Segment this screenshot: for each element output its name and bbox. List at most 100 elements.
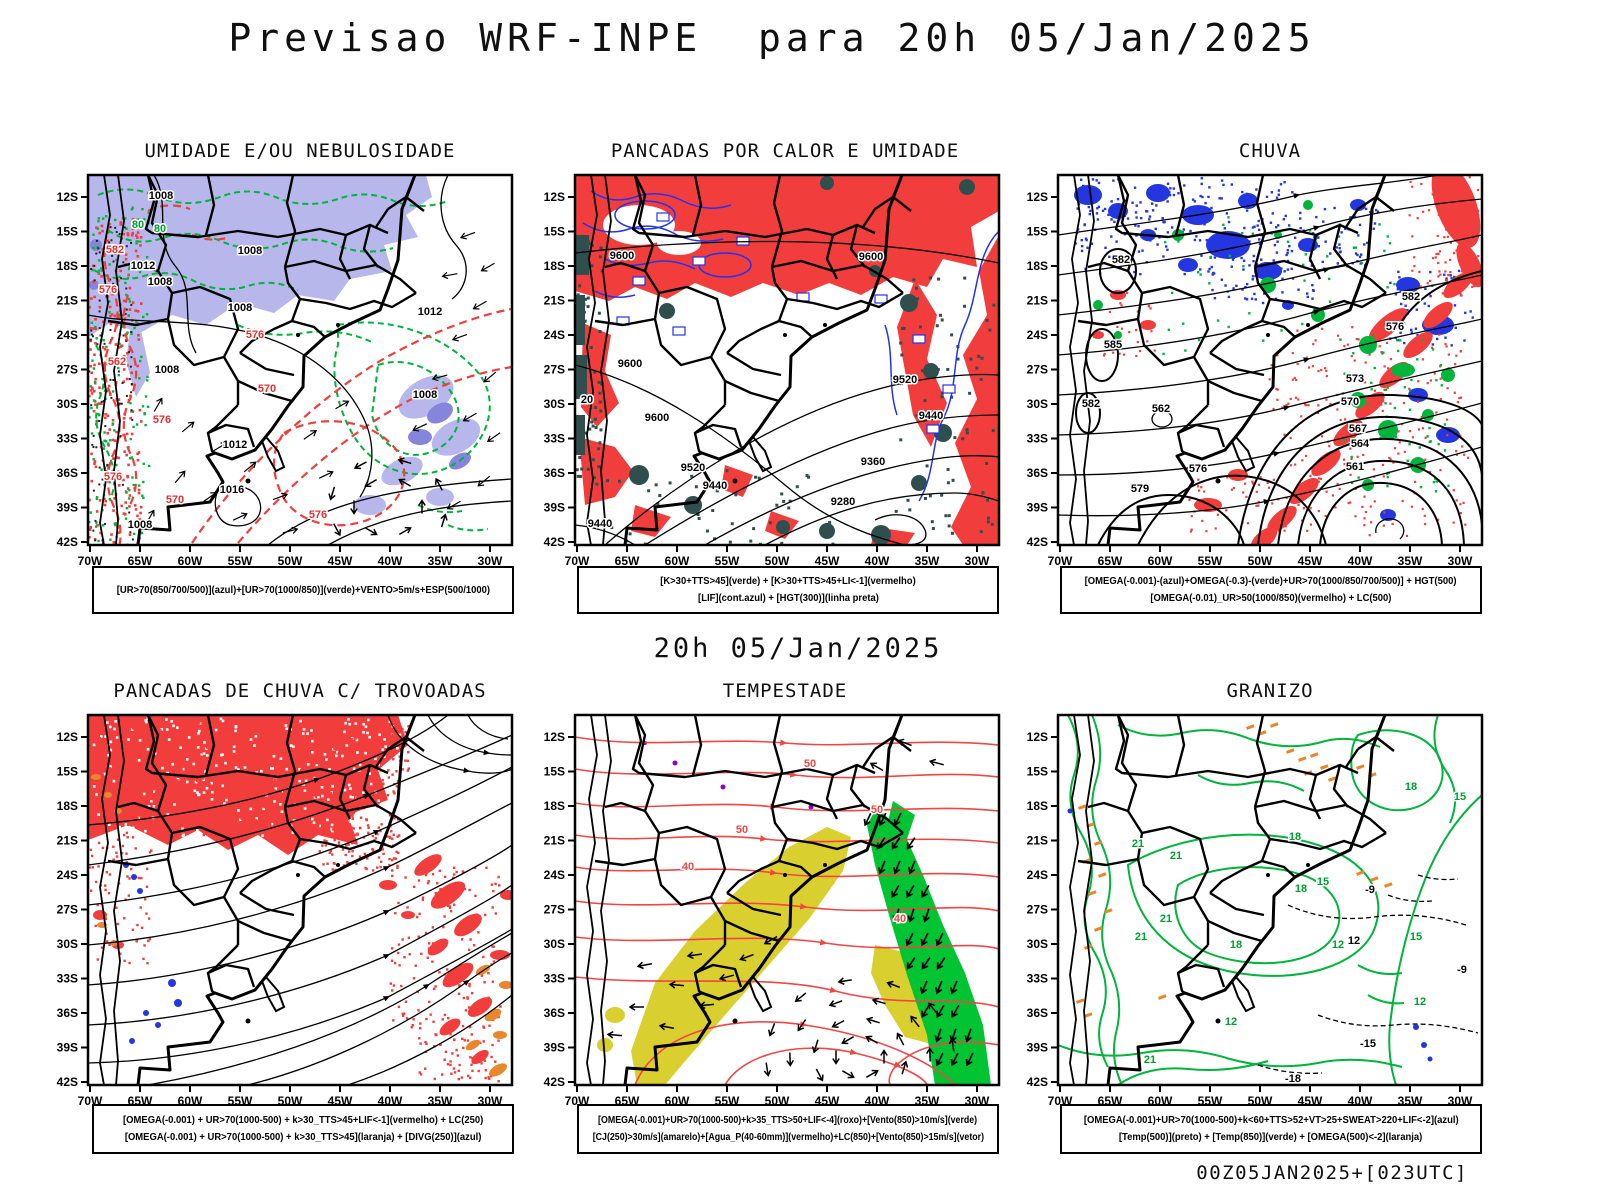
svg-text:39S: 39S (1027, 501, 1048, 515)
svg-text:1008: 1008 (149, 190, 173, 202)
svg-text:15S: 15S (1027, 765, 1048, 779)
umidade-contour-labels: 1008 1008 1012 1008 1008 1012 1008 1008 1012 1016… (97, 189, 443, 533)
svg-text:12S: 12S (544, 730, 565, 744)
svg-text:15: 15 (1410, 931, 1422, 943)
svg-text:33S: 33S (1027, 972, 1048, 986)
panel-title-umidade: UMIDADE E/OU NEBULOSIDADE (144, 140, 456, 162)
svg-text:33S: 33S (1027, 432, 1048, 446)
svg-text:21S: 21S (57, 834, 78, 848)
trovoadas-fills (88, 715, 512, 1083)
svg-text:36S: 36S (57, 1006, 78, 1020)
svg-text:20: 20 (581, 394, 593, 406)
svg-text:9600: 9600 (618, 358, 642, 370)
caption-trovoadas: [OMEGA(-0.001) + UR>70(1000-500) + k>30_… (92, 1104, 514, 1154)
svg-text:24S: 24S (57, 328, 78, 342)
svg-text:21S: 21S (57, 294, 78, 308)
svg-text:27S: 27S (1027, 363, 1048, 377)
svg-text:18: 18 (1289, 831, 1301, 843)
caption-pancadas-calor: [K>30+TTS>45](verde) + [K>30+TTS>45+LI<-… (577, 566, 999, 614)
svg-text:60W: 60W (1148, 554, 1173, 568)
svg-text:50: 50 (871, 804, 883, 816)
chuva-contour-labels: 582 582 585 576 582 562 573 570 567 564 561 576 579 (1080, 253, 1421, 497)
svg-text:33S: 33S (57, 972, 78, 986)
tempestade-wind-vectors (606, 738, 974, 1082)
svg-text:55W: 55W (1198, 554, 1223, 568)
svg-text:-15: -15 (1360, 1038, 1376, 1050)
svg-text:15S: 15S (544, 765, 565, 779)
umidade-fills (88, 175, 481, 545)
svg-text:50W: 50W (278, 554, 303, 568)
svg-text:1012: 1012 (131, 260, 155, 272)
svg-text:576: 576 (104, 471, 122, 483)
panel-title-pancadas-calor: PANCADAS POR CALOR E UMIDADE (610, 140, 960, 162)
svg-text:9520: 9520 (893, 374, 917, 386)
calor-contour-labels: 9600 9600 9600 9600 9520 9520 9440 9440 9440 9360… (579, 249, 944, 532)
svg-text:30S: 30S (57, 937, 78, 951)
svg-text:39S: 39S (544, 1041, 565, 1055)
svg-text:50W: 50W (1248, 554, 1273, 568)
svg-text:9280: 9280 (831, 496, 855, 508)
svg-text:50: 50 (804, 758, 816, 770)
svg-text:12S: 12S (1027, 730, 1048, 744)
caption-granizo: [OMEGA(-0.001)+UR>70(1000-500)+k<60+TTS>… (1060, 1104, 1482, 1154)
svg-text:24S: 24S (1027, 328, 1048, 342)
svg-text:576: 576 (1189, 463, 1207, 475)
svg-text:12: 12 (1332, 939, 1344, 951)
svg-text:21S: 21S (544, 294, 565, 308)
svg-text:65W: 65W (1098, 554, 1123, 568)
svg-text:42S: 42S (544, 1075, 565, 1089)
svg-text:42S: 42S (57, 1075, 78, 1089)
svg-text:1008: 1008 (155, 364, 179, 376)
granizo-basemap (1068, 715, 1396, 1085)
svg-text:576: 576 (1386, 321, 1404, 333)
svg-text:60W: 60W (665, 554, 690, 568)
svg-text:65W: 65W (128, 554, 153, 568)
granizo-contours (1058, 715, 1482, 1085)
svg-text:45W: 45W (328, 554, 353, 568)
svg-text:50: 50 (736, 824, 748, 836)
svg-text:576: 576 (153, 414, 171, 426)
svg-text:12: 12 (1225, 1016, 1237, 1028)
page-title: Previsao WRF-INPE para 20h 05/Jan/2025 (228, 16, 1316, 60)
svg-text:36S: 36S (1027, 466, 1048, 480)
svg-text:24S: 24S (544, 868, 565, 882)
svg-text:30W: 30W (965, 554, 990, 568)
svg-text:18S: 18S (57, 259, 78, 273)
svg-text:12: 12 (1348, 935, 1360, 947)
svg-text:561: 561 (1346, 461, 1364, 473)
svg-text:18: 18 (1230, 939, 1242, 951)
svg-text:15: 15 (1454, 791, 1466, 803)
svg-text:24S: 24S (1027, 868, 1048, 882)
svg-text:1012: 1012 (418, 306, 442, 318)
svg-text:55W: 55W (715, 554, 740, 568)
chuva-streamlines (1058, 175, 1482, 545)
svg-text:42S: 42S (544, 535, 565, 549)
svg-text:1016: 1016 (220, 484, 244, 496)
svg-text:70W: 70W (78, 554, 103, 568)
panel-title-chuva: CHUVA (1238, 140, 1302, 162)
svg-text:80: 80 (154, 223, 166, 235)
svg-text:21: 21 (1160, 913, 1172, 925)
svg-text:585: 585 (1104, 339, 1122, 351)
svg-text:35W: 35W (428, 554, 453, 568)
svg-text:27S: 27S (57, 363, 78, 377)
svg-text:24S: 24S (544, 328, 565, 342)
svg-text:30S: 30S (1027, 397, 1048, 411)
tempestade-contour-labels: 50 50 50 40 40 (680, 757, 907, 927)
svg-text:9440: 9440 (919, 410, 943, 422)
svg-text:570: 570 (258, 383, 276, 395)
svg-text:1008: 1008 (238, 245, 262, 257)
svg-text:18: 18 (1295, 883, 1307, 895)
umidade-map: 1008 1008 1012 1008 1008 1012 1008 1008 1012 1016… (57, 173, 514, 568)
svg-text:21S: 21S (544, 834, 565, 848)
svg-text:1012: 1012 (223, 439, 247, 451)
svg-text:39S: 39S (544, 501, 565, 515)
svg-text:24S: 24S (57, 868, 78, 882)
svg-text:39S: 39S (1027, 1041, 1048, 1055)
